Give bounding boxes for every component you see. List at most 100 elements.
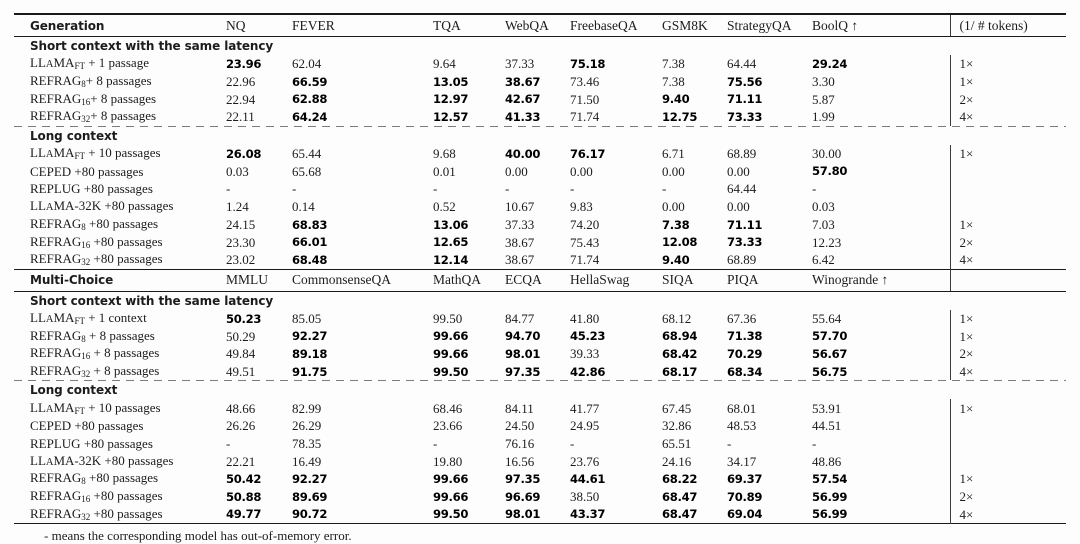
row-label: REPLUG +80 passages	[14, 180, 226, 198]
table-row: LLAMA-32K +80 passages 22.21 16.49 19.80 16.…	[14, 452, 1066, 471]
score-cell: 73.33	[727, 233, 812, 251]
tokens-cell: 1×	[949, 309, 1066, 328]
label-smallcap: A	[45, 313, 54, 325]
score-cell: 23.66	[433, 418, 463, 434]
score-cell: 49.51	[226, 363, 256, 379]
score-value: 50.88	[226, 489, 262, 504]
score-cell: 73.46	[570, 74, 600, 90]
table-corner-header: Generation	[14, 14, 226, 37]
score-cell: 69.04	[727, 505, 812, 523]
tokens-cell: 2×	[949, 90, 1066, 109]
score-value: 68.47	[662, 507, 698, 522]
score-cell: 55.64	[812, 310, 842, 326]
tokens-cell: 1×	[949, 72, 1066, 91]
score-cell: 12.97	[433, 90, 505, 108]
score-cell: 65.44	[292, 146, 322, 162]
score-cell: 13.05	[433, 73, 505, 91]
label-text: + 8 passages	[90, 345, 160, 361]
score-cell: 7.38	[662, 216, 727, 234]
tokens-cell	[949, 417, 1066, 435]
label-subscript: FT	[74, 151, 85, 162]
score-cell: 50.29	[226, 328, 256, 344]
score-value: 49.77	[226, 507, 262, 522]
score-cell: 82.99	[292, 400, 322, 416]
label-text: + 8 passages	[90, 108, 157, 124]
score-cell: 16.56	[505, 453, 535, 469]
label-text: LL	[30, 55, 46, 71]
score-value: 12.08	[662, 235, 698, 250]
score-value: 42.67	[505, 92, 541, 107]
score-value: 68.34	[727, 364, 763, 379]
score-cell: 56.99	[812, 505, 950, 523]
score-cell: 56.99	[812, 488, 950, 506]
score-value: 57.70	[812, 329, 848, 344]
score-cell: 75.43	[570, 234, 600, 250]
score-cell: 40.00	[505, 145, 570, 163]
tokens-cell: 2×	[949, 344, 1066, 363]
score-value: 23.96	[226, 57, 262, 72]
score-cell: 98.01	[505, 505, 570, 523]
score-cell: 99.66	[433, 488, 505, 506]
column-header: PIQA	[727, 268, 812, 292]
score-value: 68.94	[662, 329, 698, 344]
row-label: REFRAG32 + 8 passages	[14, 363, 226, 381]
label-subscript: 32	[81, 257, 91, 268]
score-cell: 34.17	[727, 453, 757, 469]
row-label: LLAMA-32K +80 passages	[14, 452, 226, 470]
score-cell: -	[433, 436, 438, 452]
score-value: 68.48	[292, 252, 328, 267]
score-value: 70.29	[727, 346, 763, 361]
score-value: 7.38	[662, 217, 690, 232]
label-text: MA-32K +80 passages	[53, 198, 174, 214]
score-value: 99.50	[433, 364, 469, 379]
column-header: CommonsenseQA	[292, 268, 433, 292]
score-cell: 9.83	[570, 199, 593, 215]
score-cell: 68.01	[727, 400, 757, 416]
label-text: MA	[53, 55, 75, 71]
score-cell: 97.35	[505, 363, 570, 381]
label-subscript: 16	[81, 96, 91, 107]
score-cell: 49.77	[226, 505, 292, 523]
score-value: 9.40	[662, 92, 690, 107]
score-value: 12.57	[433, 110, 469, 125]
column-header: GSM8K	[662, 14, 727, 37]
tokens-cell	[949, 452, 1066, 471]
tokens-cell	[949, 162, 1066, 181]
score-cell: 92.27	[292, 327, 433, 345]
score-cell: 37.33	[505, 216, 535, 232]
score-cell: 71.50	[570, 91, 600, 107]
label-text: + 8 passages	[85, 73, 152, 89]
score-cell: 0.52	[433, 199, 456, 215]
tokens-column-header	[949, 268, 1066, 292]
score-cell: 65.51	[662, 436, 692, 452]
tokens-cell	[949, 434, 1066, 453]
score-cell: 43.37	[570, 505, 662, 523]
score-value: 9.40	[662, 252, 690, 267]
score-cell: -	[662, 181, 667, 197]
section-row: Short context with the same latency	[14, 291, 1066, 310]
score-value: 99.66	[433, 472, 469, 487]
score-cell: 45.23	[570, 327, 662, 345]
column-header: TQA	[433, 14, 505, 37]
score-cell: 68.47	[662, 505, 727, 523]
label-text: REPLUG +80 passages	[30, 436, 153, 452]
row-label: REFRAG16 +80 passages	[14, 233, 226, 251]
score-cell: 67.45	[662, 400, 692, 416]
score-cell: 12.08	[662, 233, 727, 251]
label-text: REFRAG	[30, 233, 82, 249]
score-cell: 71.74	[570, 252, 600, 268]
section-row: Short context with the same latency	[14, 37, 1066, 56]
score-cell: 42.67	[505, 90, 570, 108]
label-text: REFRAG	[30, 215, 82, 231]
label-text: MA	[53, 145, 75, 161]
label-text: + 8 passages	[90, 90, 157, 106]
score-value: 56.99	[812, 489, 848, 504]
score-value: 71.11	[727, 92, 763, 107]
score-cell: 26.26	[226, 418, 256, 434]
column-header: HellaSwag	[570, 268, 662, 292]
label-subscript: 16	[81, 351, 91, 362]
label-text: + 8 passages	[90, 362, 160, 378]
score-value: 50.23	[226, 311, 262, 326]
row-label: REFRAG16 +80 passages	[14, 488, 226, 506]
score-cell: 68.34	[727, 363, 812, 381]
